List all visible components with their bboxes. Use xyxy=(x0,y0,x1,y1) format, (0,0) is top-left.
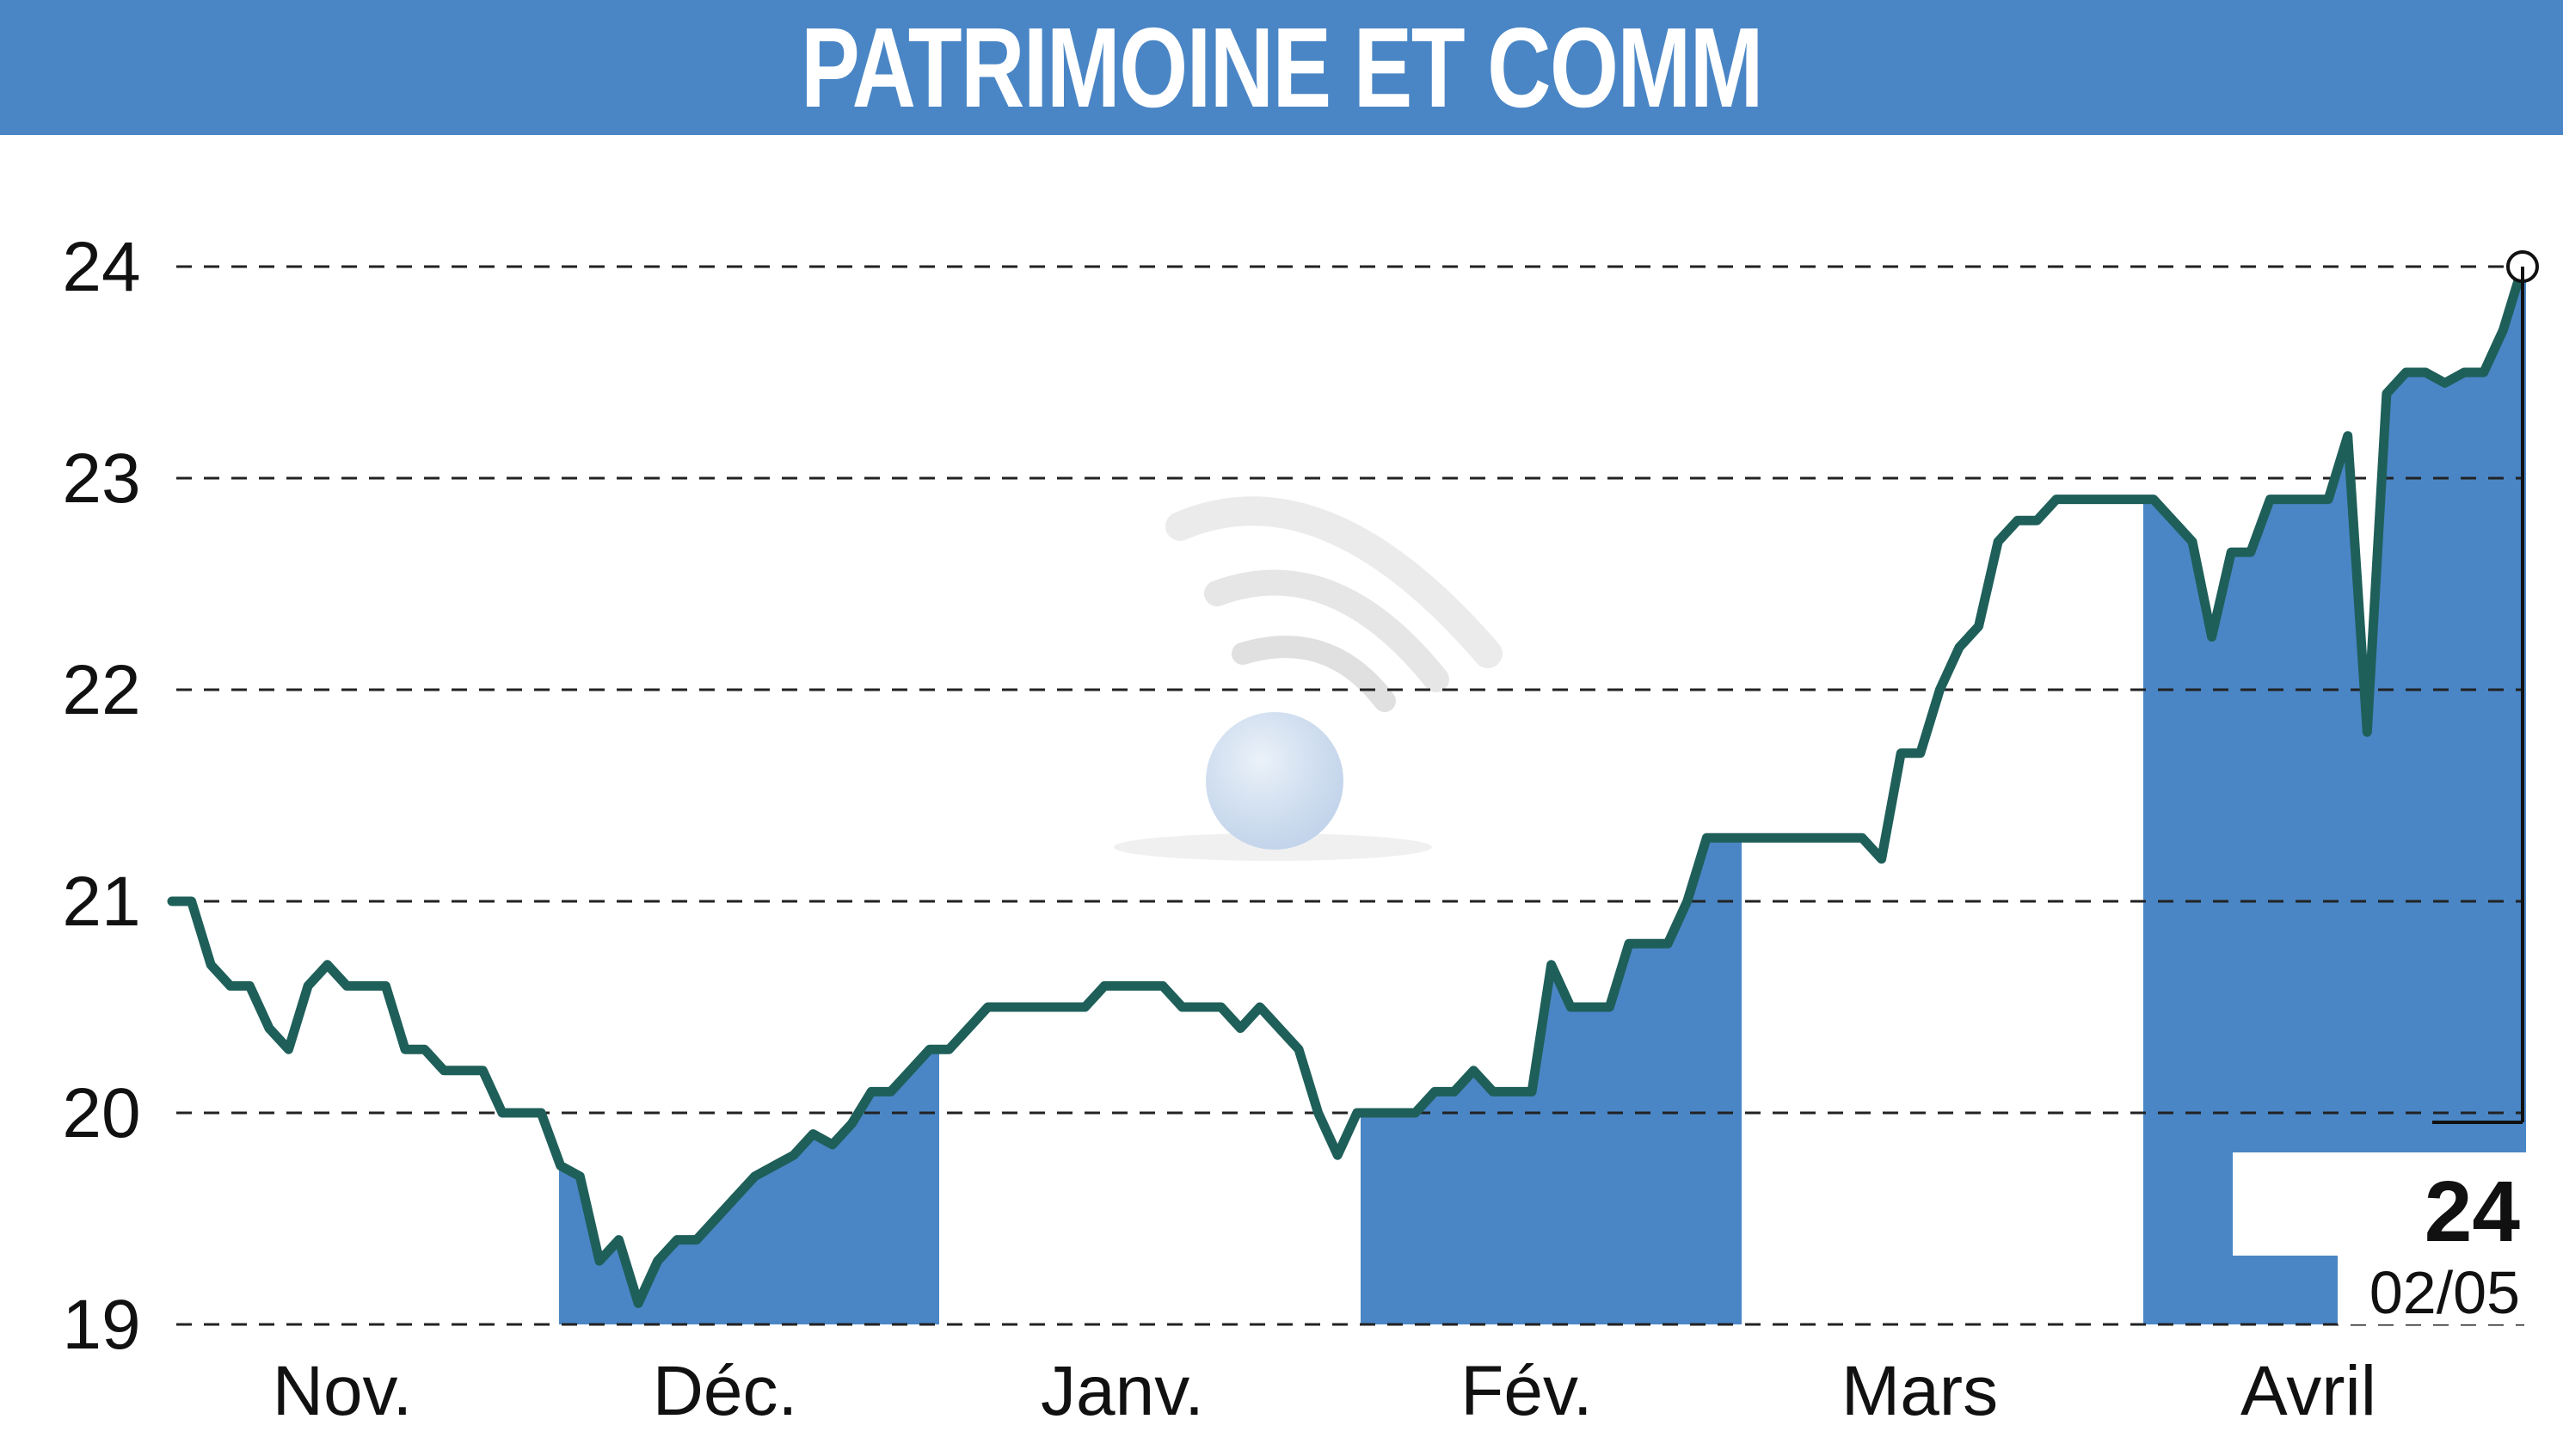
chart-title: PATRIMOINE ET COMM xyxy=(801,4,1763,131)
watermark-logo xyxy=(1114,496,1503,861)
last-date-bg xyxy=(2338,1256,2530,1324)
y-tick-label: 24 xyxy=(62,228,140,306)
grid-lines xyxy=(176,265,2524,1326)
month-shade xyxy=(1361,838,1742,1324)
x-axis-labels: Nov. Déc. Janv. Fév. Mars Avril xyxy=(273,1352,2376,1430)
month-shade xyxy=(2143,267,2526,1324)
last-value-bg xyxy=(2233,1152,2530,1256)
last-value: 24 xyxy=(2425,1164,2521,1260)
series-line xyxy=(167,261,2528,1308)
y-tick-label: 23 xyxy=(62,439,140,518)
y-tick-label: 21 xyxy=(62,863,140,941)
y-tick-label: 22 xyxy=(62,651,140,729)
y-tick-label: 20 xyxy=(62,1074,140,1152)
x-tick-label: Avril xyxy=(2240,1352,2376,1430)
y-axis-labels: 19 20 21 22 23 24 xyxy=(62,228,140,1364)
month-shading xyxy=(559,267,2526,1324)
x-tick-label: Nov. xyxy=(273,1352,413,1430)
last-date: 02/05 xyxy=(2369,1259,2520,1326)
x-tick-label: Déc. xyxy=(653,1352,798,1430)
x-tick-label: Fév. xyxy=(1460,1352,1592,1430)
title-bar: PATRIMOINE ET COMM xyxy=(0,0,2563,135)
x-tick-label: Janv. xyxy=(1041,1352,1204,1430)
y-tick-label: 19 xyxy=(62,1286,140,1364)
x-tick-label: Mars xyxy=(1841,1352,1998,1430)
